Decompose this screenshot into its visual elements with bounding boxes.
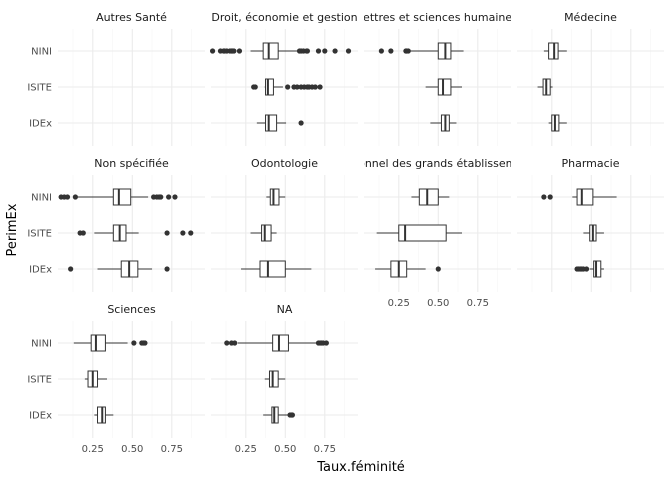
outlier-point xyxy=(323,340,329,346)
facet-strip-title: Lettres et sciences humaines xyxy=(357,11,518,24)
x-tick-label: 0.50 xyxy=(427,298,449,309)
outlier-point xyxy=(68,266,74,272)
outlier-point xyxy=(285,84,291,90)
facet-panel: Lettres et sciences humaines xyxy=(357,11,518,146)
facet-panel: Autres Santé NINI ISITE IDEx xyxy=(27,11,205,146)
facet-strip-title: NA xyxy=(277,303,293,316)
outlier-point xyxy=(72,194,78,200)
outlier-point xyxy=(388,48,394,54)
facet-strip-title: Personnel des grands établissements xyxy=(335,157,541,170)
outlier-point xyxy=(209,48,216,54)
facet-panels: Autres Santé NINI ISITE IDEx Droit, économie… xyxy=(27,11,664,455)
facet-panel: Médecine xyxy=(517,11,664,146)
box-iqr xyxy=(90,334,106,352)
x-tick-label: 0.25 xyxy=(235,444,257,455)
x-tick-label: 0.50 xyxy=(121,444,143,455)
outlier-point xyxy=(304,48,311,54)
outlier-point xyxy=(294,84,300,90)
y-tick-label: IDEx xyxy=(29,411,52,422)
x-tick-label: 0.75 xyxy=(314,444,336,455)
outlier-point xyxy=(315,48,322,54)
facet-panel: NA 0.25 0.50 0.75 xyxy=(211,303,358,455)
y-tick-label: NINI xyxy=(31,193,52,204)
y-axis-title: PerimEx xyxy=(5,203,20,256)
x-axis-title: Taux.féminité xyxy=(316,460,405,475)
x-tick-label: 0.75 xyxy=(467,298,489,309)
y-tick-label: ISITE xyxy=(27,375,52,386)
outlier-point xyxy=(172,194,178,200)
outlier-point xyxy=(164,230,170,236)
outlier-point xyxy=(298,120,304,126)
outlier-point xyxy=(583,266,590,272)
facet-panel: Non spécifiée NINI ISITE IDEx xyxy=(27,157,205,292)
y-tick-label: IDEx xyxy=(29,119,52,130)
facet-panel: Odontologie xyxy=(211,157,358,292)
outlier-point xyxy=(345,48,352,54)
facet-panel: Personnel des grands établissements 0.25 0… xyxy=(335,157,541,309)
x-tick-label: 0.75 xyxy=(161,444,183,455)
outlier-point xyxy=(180,230,186,236)
box-iqr xyxy=(593,260,602,278)
box-iqr xyxy=(418,188,439,206)
facet-strip-title: Droit, économie et gestion xyxy=(211,11,357,24)
x-tick-label: 0.25 xyxy=(388,298,410,309)
box-iqr xyxy=(112,188,132,206)
box-iqr xyxy=(268,370,279,388)
outlier-point xyxy=(378,48,384,54)
box-iqr xyxy=(576,188,594,206)
outlier-point xyxy=(435,266,441,272)
outlier-point xyxy=(158,194,164,200)
facet-strip-title: Pharmacie xyxy=(561,157,619,170)
outlier-point xyxy=(312,84,318,90)
facet-panel: Sciences NINI ISITE IDEx 0.25 0.50 0.75 xyxy=(27,303,205,455)
facet-strip-title: Non spécifiée xyxy=(94,157,169,170)
facet-strip-title: Autres Santé xyxy=(96,11,167,24)
x-tick-label: 0.50 xyxy=(274,444,296,455)
outlier-point xyxy=(322,48,328,54)
outlier-point xyxy=(64,194,71,200)
outlier-point xyxy=(289,412,296,418)
outlier-point xyxy=(541,194,547,200)
outlier-point xyxy=(317,84,323,90)
facet-strip-title: Médecine xyxy=(564,11,617,24)
box-iqr xyxy=(265,114,278,132)
outlier-point xyxy=(332,48,338,54)
facet-strip-title: Sciences xyxy=(107,303,156,316)
outlier-point xyxy=(131,340,137,346)
box-iqr xyxy=(261,224,272,242)
outlier-point xyxy=(236,48,243,54)
y-tick-label: IDEx xyxy=(29,265,52,276)
outlier-point xyxy=(164,266,170,272)
outlier-point xyxy=(142,340,148,346)
box-iqr xyxy=(269,188,280,206)
facet-panel: Pharmacie xyxy=(517,157,664,292)
box-iqr xyxy=(437,78,452,96)
outlier-point xyxy=(231,48,237,54)
outlier-point xyxy=(80,230,86,236)
outlier-point xyxy=(188,230,194,236)
outlier-point xyxy=(224,340,230,346)
box-iqr xyxy=(398,224,447,242)
facet-strip-title: Odontologie xyxy=(251,157,318,170)
outlier-point xyxy=(232,340,238,346)
y-tick-label: NINI xyxy=(31,47,52,58)
y-tick-label: ISITE xyxy=(27,83,52,94)
y-tick-label: NINI xyxy=(31,339,52,350)
facet-panel: Droit, économie et gestion xyxy=(209,11,358,146)
box-iqr xyxy=(262,42,279,60)
outlier-point xyxy=(252,84,258,90)
outlier-point xyxy=(166,194,172,200)
y-tick-label: ISITE xyxy=(27,229,52,240)
x-tick-label: 0.25 xyxy=(82,444,104,455)
box-iqr xyxy=(259,260,286,278)
box-iqr xyxy=(265,78,274,96)
box-iqr xyxy=(272,334,289,352)
outlier-point xyxy=(405,48,411,54)
outlier-point xyxy=(547,194,553,200)
